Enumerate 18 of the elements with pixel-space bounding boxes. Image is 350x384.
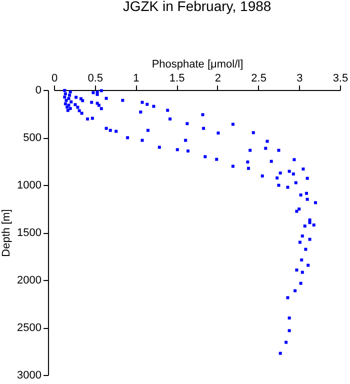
y-tick-label: 2500	[17, 322, 42, 334]
x-tick-label: 2.5	[251, 72, 266, 84]
y-tick-label: 0	[35, 84, 42, 96]
y-axis-title: Depth [m]	[0, 209, 12, 257]
x-axis-title: Phosphate [μmol/l]	[152, 58, 244, 70]
x-tick-label: 3	[296, 72, 303, 84]
x-tick-label: 0.5	[88, 72, 104, 84]
y-tick-label: 3000	[17, 370, 42, 382]
y-tick-label: 2000	[17, 274, 42, 286]
x-tick-label: 0	[51, 72, 58, 84]
y-tick-label: 500	[23, 132, 42, 144]
chart-title: JGZK in February, 1988	[122, 0, 272, 14]
x-tick-label: 1	[133, 72, 140, 84]
x-tick-label: 1.5	[169, 72, 185, 84]
y-tick-label: 1500	[17, 227, 42, 239]
x-tick-label: 3.5	[332, 72, 348, 84]
x-tick-label: 2	[214, 72, 221, 84]
y-tick-label: 1000	[17, 180, 42, 192]
